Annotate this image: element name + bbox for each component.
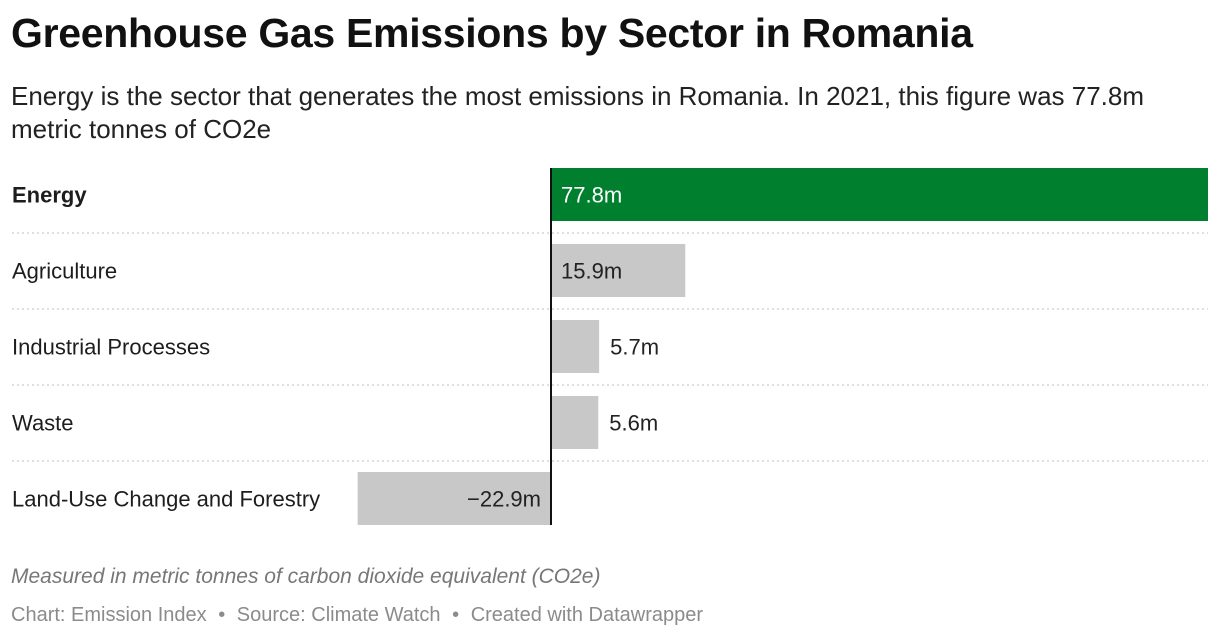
value-label: 5.7m	[610, 335, 659, 360]
value-label: 77.8m	[561, 183, 622, 208]
bar	[357, 472, 551, 525]
category-label: Industrial Processes	[12, 335, 210, 360]
category-label: Agriculture	[12, 259, 117, 284]
chart-subtitle: Energy is the sector that generates the …	[11, 81, 1145, 144]
chart-title: Greenhouse Gas Emissions by Sector in Ro…	[11, 10, 973, 56]
value-label: 15.9m	[561, 259, 622, 284]
value-label: −22.9m	[467, 487, 541, 512]
bar-chart: Energy 77.8m Agriculture 15.9m Industrial Pr…	[12, 168, 1208, 525]
chart-footer: Chart: Emission Index • Source: Climate …	[11, 604, 703, 627]
category-label: Land-Use Change and Forestry	[12, 487, 320, 512]
value-label: 5.6m	[609, 411, 658, 436]
bar	[551, 168, 1208, 221]
bar	[551, 396, 599, 449]
category-label: Waste	[12, 411, 74, 436]
footer-created-with: Created with Datawrapper	[470, 604, 704, 626]
footer-separator: •	[452, 604, 460, 626]
category-label: Energy	[12, 183, 87, 208]
bar	[551, 244, 686, 297]
chart-notes: Measured in metric tonnes of carbon diox…	[11, 565, 601, 588]
footer-separator: •	[218, 604, 226, 626]
bar	[551, 320, 600, 373]
footer-source: Source: Climate Watch	[236, 604, 441, 626]
footer-chart-credit: Chart: Emission Index	[11, 604, 207, 626]
